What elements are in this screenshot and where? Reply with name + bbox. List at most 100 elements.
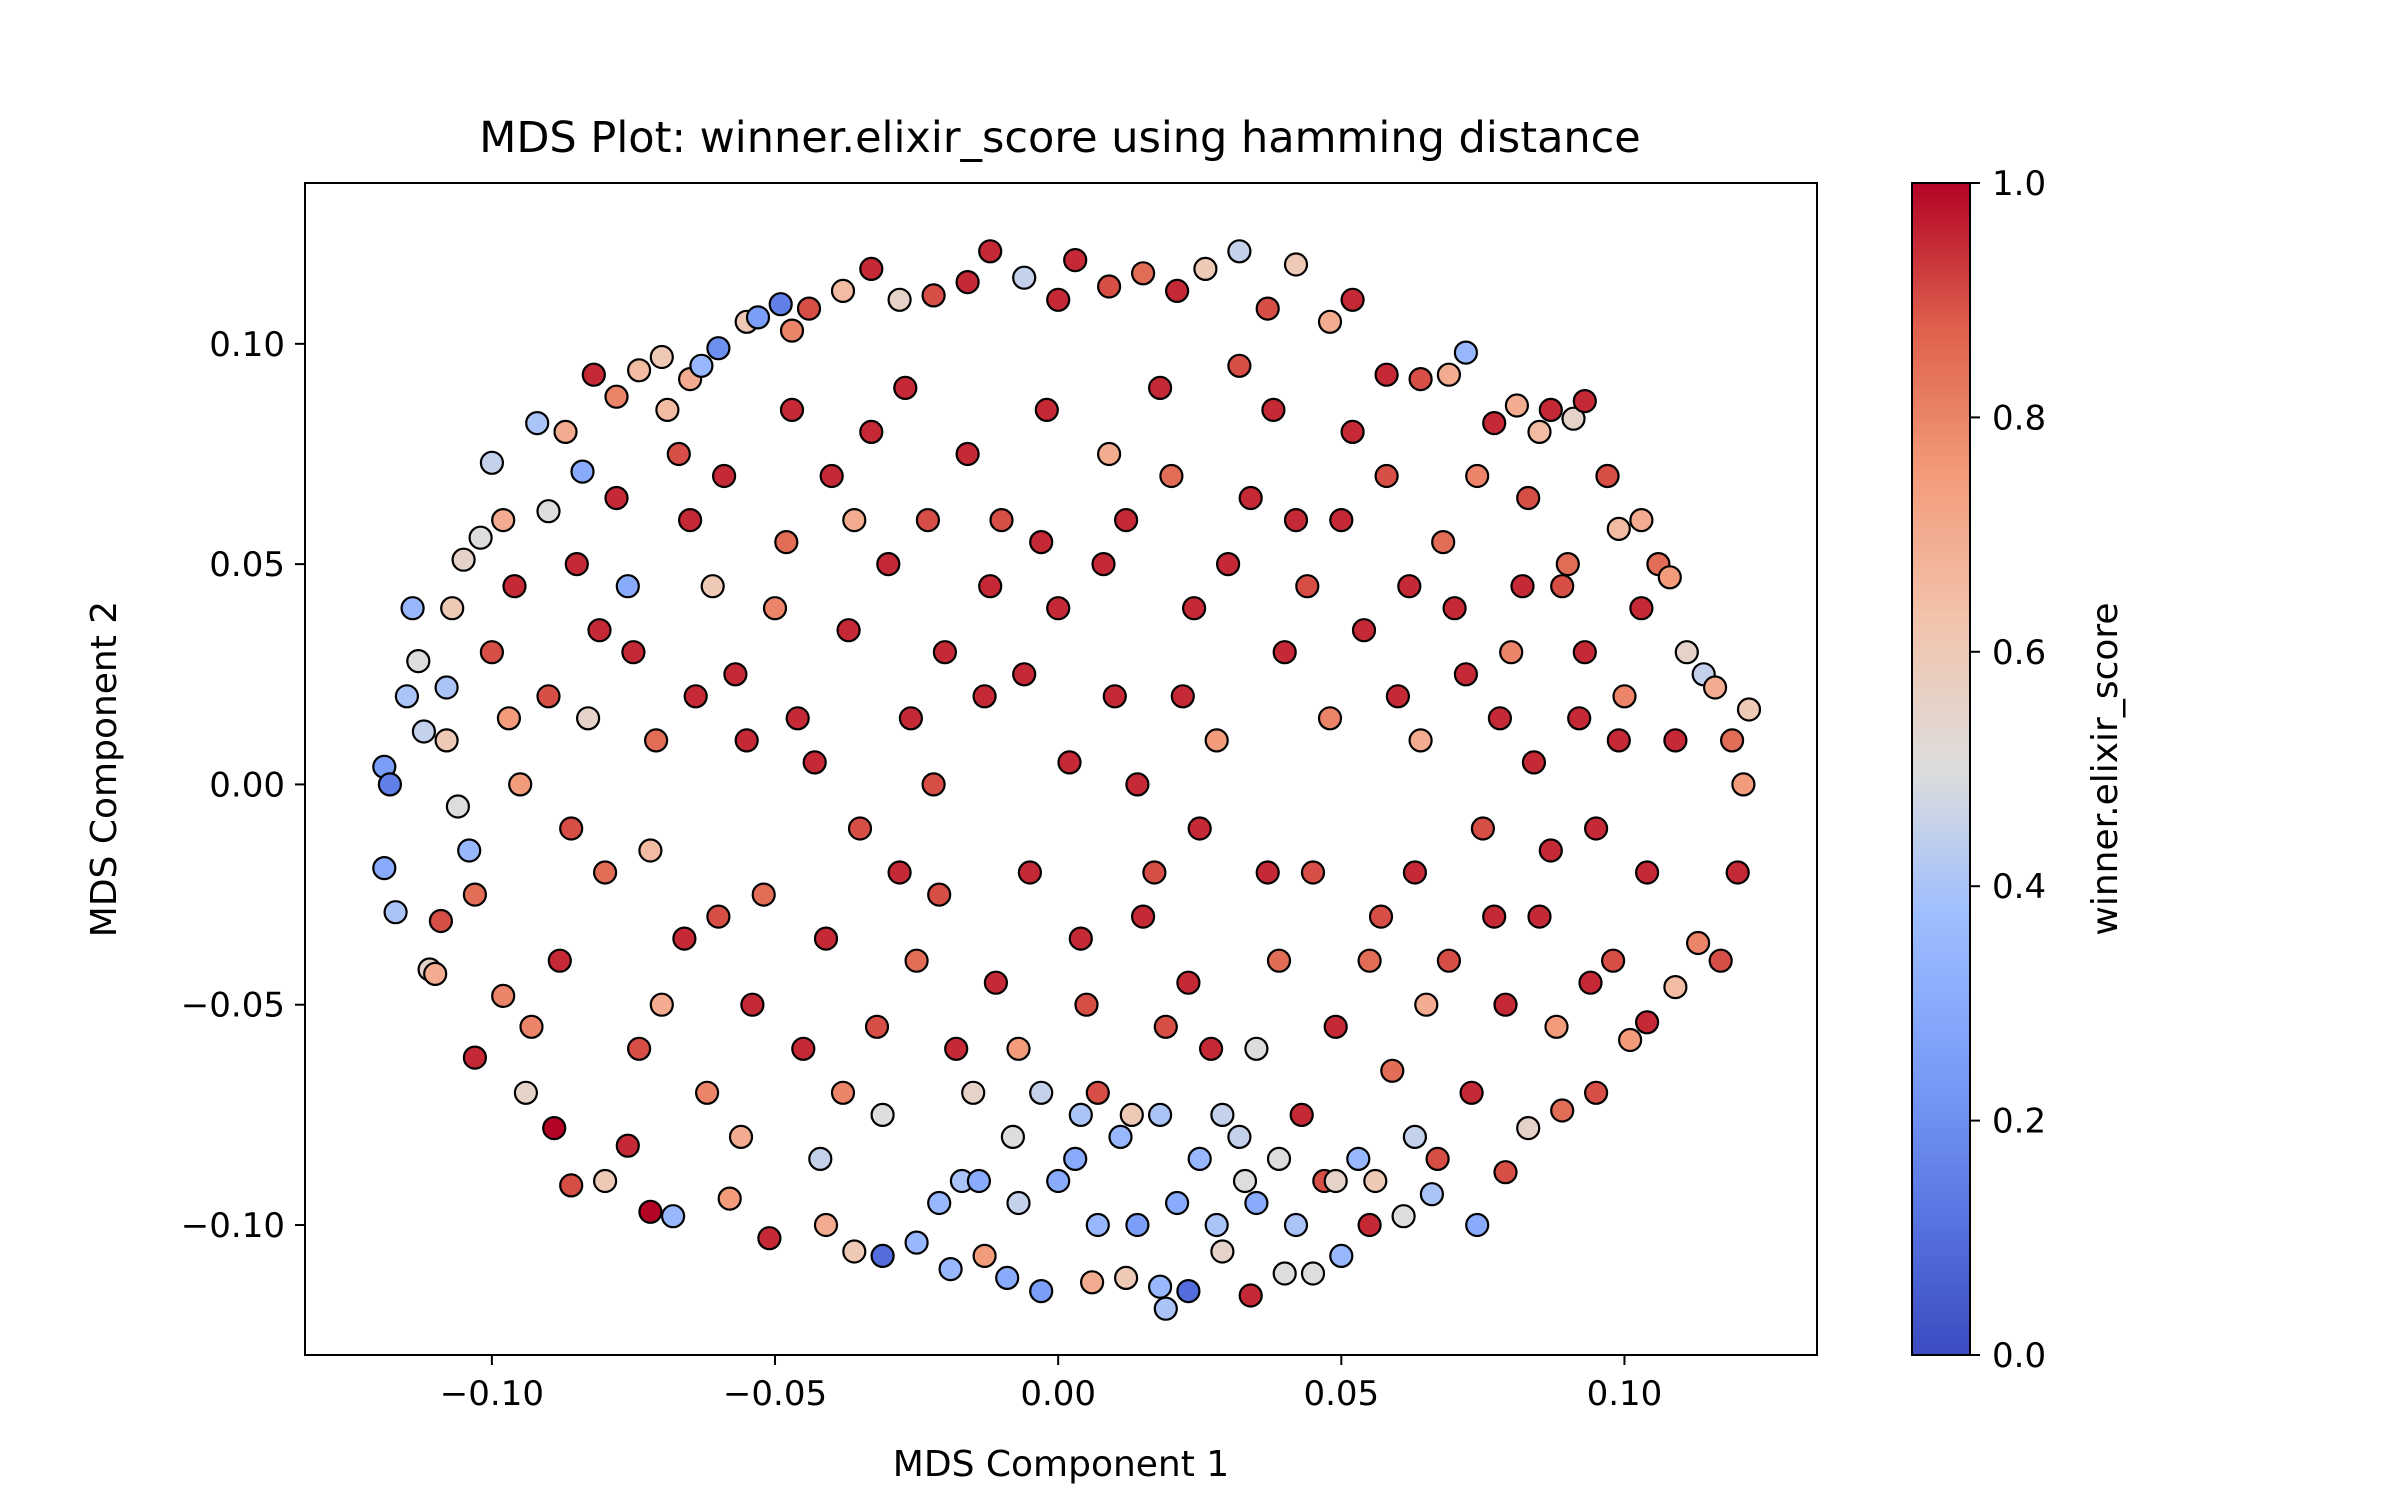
- scatter-point: [1232, 1168, 1258, 1194]
- scatter-point: [1244, 1190, 1269, 1216]
- scatter-point: [394, 684, 419, 709]
- scatter-point: [1210, 1102, 1235, 1128]
- scatter-point: [757, 1226, 782, 1251]
- scatter-point: [1085, 1080, 1110, 1105]
- scatter-point: [1442, 596, 1467, 621]
- scatter-points: [372, 239, 1762, 1321]
- scatter-point: [1453, 662, 1479, 687]
- scatter-point: [1113, 507, 1139, 533]
- scatter-point: [1329, 1243, 1354, 1269]
- scatter-point: [1272, 640, 1297, 665]
- scatter-point: [440, 596, 465, 621]
- scatter-point: [1368, 904, 1394, 929]
- scatter-point: [1034, 397, 1059, 422]
- scatter-point: [1357, 948, 1382, 973]
- scatter-point: [655, 397, 680, 422]
- scatter-point: [468, 525, 493, 550]
- scatter-point: [972, 684, 997, 709]
- scatter-point: [802, 750, 827, 775]
- scatter-point: [779, 318, 805, 343]
- scatter-point: [944, 1036, 969, 1061]
- scatter-point: [1125, 772, 1150, 797]
- scatter-point: [1096, 274, 1122, 299]
- scatter-point: [1431, 529, 1456, 555]
- scatter-point: [1017, 860, 1043, 885]
- colorbar-tick-label: 0.4: [1992, 867, 2046, 907]
- scatter-point: [1482, 904, 1507, 929]
- scatter-point: [813, 926, 839, 951]
- scatter-point: [1629, 507, 1654, 533]
- scatter-point: [1006, 1036, 1031, 1061]
- scatter-point: [1572, 389, 1597, 414]
- scatter-point: [508, 772, 533, 797]
- scatter-point: [796, 296, 822, 321]
- scatter-point: [1085, 1212, 1110, 1238]
- scatter-point: [542, 1115, 567, 1141]
- scatter-point: [1465, 1212, 1490, 1238]
- scatter-point: [1159, 463, 1184, 489]
- scatter-point: [864, 1014, 890, 1039]
- scatter-point: [706, 336, 731, 361]
- scatter-point: [694, 1080, 720, 1105]
- scatter-point: [428, 908, 453, 934]
- scatter-point: [1436, 948, 1462, 973]
- scatter-point: [1063, 248, 1088, 273]
- scatter-point: [1453, 340, 1479, 365]
- scatter-point: [1550, 1098, 1575, 1123]
- colorbar-tick-label: 0.6: [1992, 633, 2046, 673]
- scatter-point: [1708, 948, 1733, 973]
- scatter-point: [1487, 706, 1513, 731]
- scatter-point: [479, 640, 504, 665]
- scatter-point: [1402, 1124, 1428, 1150]
- scatter-point: [1068, 926, 1093, 951]
- scatter-point: [581, 362, 606, 387]
- scatter-point: [1113, 1265, 1139, 1291]
- scatter-point: [966, 1168, 992, 1194]
- scatter-point: [785, 706, 810, 731]
- colorbar-tick-label: 0.8: [1992, 398, 2046, 438]
- scatter-point: [1006, 1190, 1031, 1216]
- scatter-point: [1719, 728, 1745, 753]
- scatter-point: [536, 499, 561, 524]
- scatter-point: [723, 662, 748, 687]
- scatter-point: [1385, 684, 1411, 709]
- scatter-point: [876, 551, 901, 577]
- x-tick-label: −0.10: [440, 1374, 544, 1414]
- scatter-point: [1323, 1014, 1348, 1039]
- scatter-point: [791, 1036, 816, 1061]
- scatter-point: [689, 353, 714, 378]
- scatter-point: [1499, 640, 1524, 665]
- scatter-point: [677, 507, 703, 533]
- scatter-point: [1504, 393, 1530, 418]
- x-axis-ticks: −0.10 −0.05 0.00 0.05 0.10: [440, 1355, 1662, 1414]
- scatter-point: [1329, 507, 1354, 533]
- scatter-point: [859, 419, 884, 444]
- scatter-point: [1634, 860, 1660, 885]
- x-tick-label: 0.00: [1020, 1374, 1096, 1414]
- scatter-point: [859, 256, 884, 281]
- scatter-point: [700, 574, 725, 599]
- scatter-point: [1663, 974, 1688, 1000]
- scatter-point: [1176, 970, 1201, 995]
- scatter-point: [451, 547, 476, 572]
- scatter-point: [1283, 252, 1309, 277]
- scatter-point: [1074, 992, 1099, 1017]
- scatter-point: [400, 596, 425, 621]
- scatter-point: [462, 1045, 487, 1070]
- scatter-point: [1465, 463, 1490, 489]
- scatter-point: [728, 1124, 754, 1150]
- scatter-point: [1125, 1212, 1150, 1238]
- scatter-point: [1402, 860, 1428, 885]
- scatter-point: [525, 411, 550, 436]
- scatter-point: [423, 961, 448, 987]
- scatter-point: [938, 1256, 963, 1282]
- scatter-point: [1300, 860, 1326, 885]
- scatter-point: [587, 618, 612, 643]
- x-tick-label: 0.05: [1303, 1374, 1379, 1414]
- colorbar-label: winner.elixir_score: [2085, 602, 2126, 935]
- colorbar-tick-label: 1.0: [1992, 164, 2046, 204]
- scatter-point: [1538, 397, 1563, 422]
- scatter-point: [1063, 1146, 1088, 1172]
- scatter-point: [1606, 516, 1631, 542]
